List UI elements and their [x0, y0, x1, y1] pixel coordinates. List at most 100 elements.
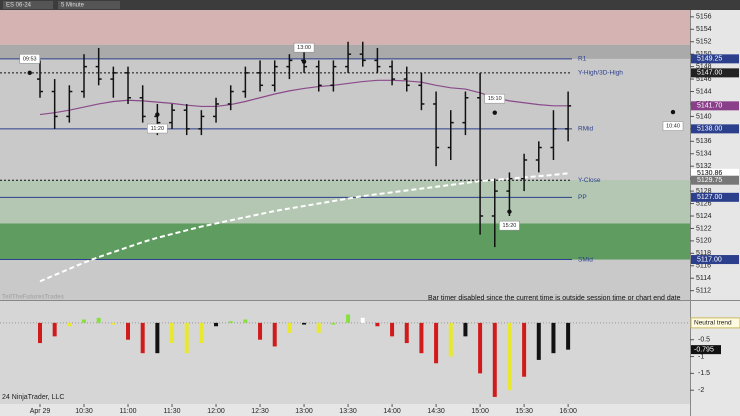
histogram-bar: [184, 322, 189, 354]
price-box: [691, 124, 739, 134]
histogram-bar: [96, 317, 101, 323]
histogram-bar: [228, 321, 233, 323]
y-tick-label: 5132: [696, 163, 712, 170]
histogram-bar: [199, 322, 204, 344]
zone: [0, 10, 690, 45]
trend-label: Neutral trend: [694, 320, 732, 327]
y-tick-label: -1: [698, 353, 704, 360]
histogram-bar: [111, 322, 116, 325]
toolbar: [0, 0, 740, 10]
histogram-bar: [434, 322, 439, 364]
copyright: 24 NinjaTrader, LLC: [2, 394, 64, 401]
histogram-bar: [38, 322, 42, 344]
y-tick-label: 5134: [696, 151, 712, 158]
histogram-bar: [170, 322, 175, 344]
marker-box: [484, 93, 506, 104]
level-label: PP: [578, 194, 587, 201]
histogram-bar: [302, 322, 307, 325]
price-box: [691, 54, 739, 64]
marker-box: [19, 54, 40, 64]
price-box: [691, 192, 739, 202]
price-box-label: 5117.00: [697, 256, 722, 263]
marker-dot: [301, 59, 307, 64]
y-tick-label: 5146: [696, 76, 712, 83]
price-box-label: 5127.00: [697, 194, 722, 201]
marker-label: 11:20: [151, 126, 164, 132]
price-box-label: 5141.70: [697, 103, 722, 110]
zone: [0, 223, 690, 260]
y-tick-label: 5156: [696, 14, 712, 21]
price-box: [691, 101, 739, 111]
x-tick-label: 12:30: [251, 408, 269, 415]
level-label: RMid: [578, 126, 594, 133]
y-tick-label: -2: [698, 387, 704, 394]
marker-label: 10:40: [666, 124, 680, 130]
interval: 5 Minute: [61, 3, 85, 9]
marker-label: 13:00: [297, 45, 311, 51]
y-tick-label: -1.5: [698, 370, 710, 377]
histogram-bar: [316, 322, 321, 333]
level-label: R1: [578, 56, 587, 63]
histogram-bar: [448, 322, 453, 357]
histogram-bar: [478, 322, 483, 374]
histogram-bar: [419, 322, 424, 354]
y-tick-label: 5148: [696, 63, 712, 70]
histogram-bar: [287, 322, 292, 333]
trend-box: [690, 317, 740, 329]
y-tick-label: 5112: [696, 288, 711, 295]
y-tick-label: 5154: [696, 26, 712, 33]
histogram-bar: [67, 322, 72, 327]
y-tick-label: 5136: [696, 138, 712, 145]
zone: [0, 44, 690, 59]
histogram-bar: [258, 322, 263, 340]
y-tick-label: 5144: [696, 88, 712, 95]
y-tick-label: 5140: [696, 113, 712, 120]
marker-box: [293, 42, 315, 53]
marker-label: 15:10: [488, 96, 502, 102]
x-tick-label: 11:30: [164, 408, 181, 415]
level-label: Y-High/3D-High: [578, 70, 623, 77]
price-box-label: 5149.25: [697, 56, 722, 63]
marker-box: [147, 123, 168, 134]
y-tick-label: 5114: [696, 275, 711, 282]
y-tick-label: 5128: [696, 188, 712, 195]
price-box-label: 5129.75: [697, 177, 722, 184]
histogram-bar: [551, 322, 556, 354]
indicator-line: [39, 172, 569, 283]
price-box: [691, 175, 739, 185]
marker-dot: [27, 70, 32, 76]
x-tick-label: 14:00: [383, 408, 401, 415]
level-label: Y-Close: [578, 177, 601, 184]
histogram-bar: [52, 322, 57, 337]
histogram-bar: [126, 322, 131, 340]
histogram-bar: [507, 322, 512, 391]
price-box: [691, 255, 739, 265]
level-label: SMid: [578, 256, 593, 263]
histogram-bar: [331, 322, 336, 325]
histogram-bar: [463, 322, 468, 337]
y-tick-label: 5124: [696, 213, 712, 220]
y-tick-label: -0.5: [698, 337, 710, 344]
marker-box: [499, 220, 520, 231]
interval-box[interactable]: [58, 1, 120, 9]
x-tick-label: 15:30: [515, 408, 533, 415]
price-box: [691, 68, 739, 78]
marker-dot: [507, 209, 512, 214]
x-tick-label: 12:00: [207, 408, 225, 415]
instrument: ES 06-24: [6, 3, 32, 9]
histogram-bar: [140, 322, 145, 354]
price-box-label: 5147.00: [697, 70, 722, 77]
y-tick-label: 5116: [696, 263, 711, 270]
histogram-bar: [536, 322, 541, 360]
marker-label: 15:20: [503, 223, 517, 229]
x-tick-label: 16:00: [559, 408, 577, 415]
price-box-label: 5138.00: [697, 126, 722, 133]
last-value-label: -0.795: [694, 346, 714, 353]
histogram-bar: [404, 322, 409, 344]
instrument-box[interactable]: [3, 1, 53, 9]
histogram-bar: [155, 322, 160, 354]
x-tick-label: 13:30: [339, 408, 357, 415]
x-tick-label: 11:00: [120, 408, 137, 415]
histogram-bar: [214, 322, 219, 327]
